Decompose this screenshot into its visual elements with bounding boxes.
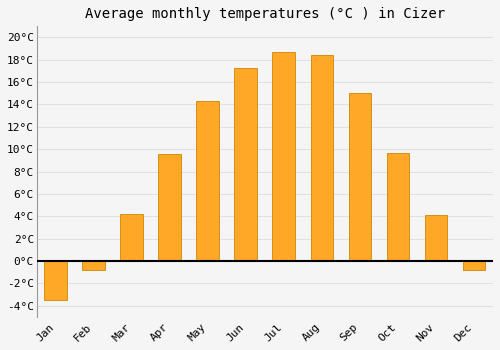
Bar — [120, 214, 143, 261]
Bar — [386, 153, 409, 261]
Bar — [272, 52, 295, 261]
Bar — [158, 154, 181, 261]
Title: Average monthly temperatures (°C ) in Cizer: Average monthly temperatures (°C ) in Ci… — [85, 7, 445, 21]
Bar — [310, 55, 334, 261]
Bar — [44, 261, 67, 300]
Bar — [348, 93, 372, 261]
Bar — [424, 215, 448, 261]
Bar — [462, 261, 485, 270]
Bar — [82, 261, 105, 270]
Bar — [234, 68, 258, 261]
Bar — [196, 101, 220, 261]
